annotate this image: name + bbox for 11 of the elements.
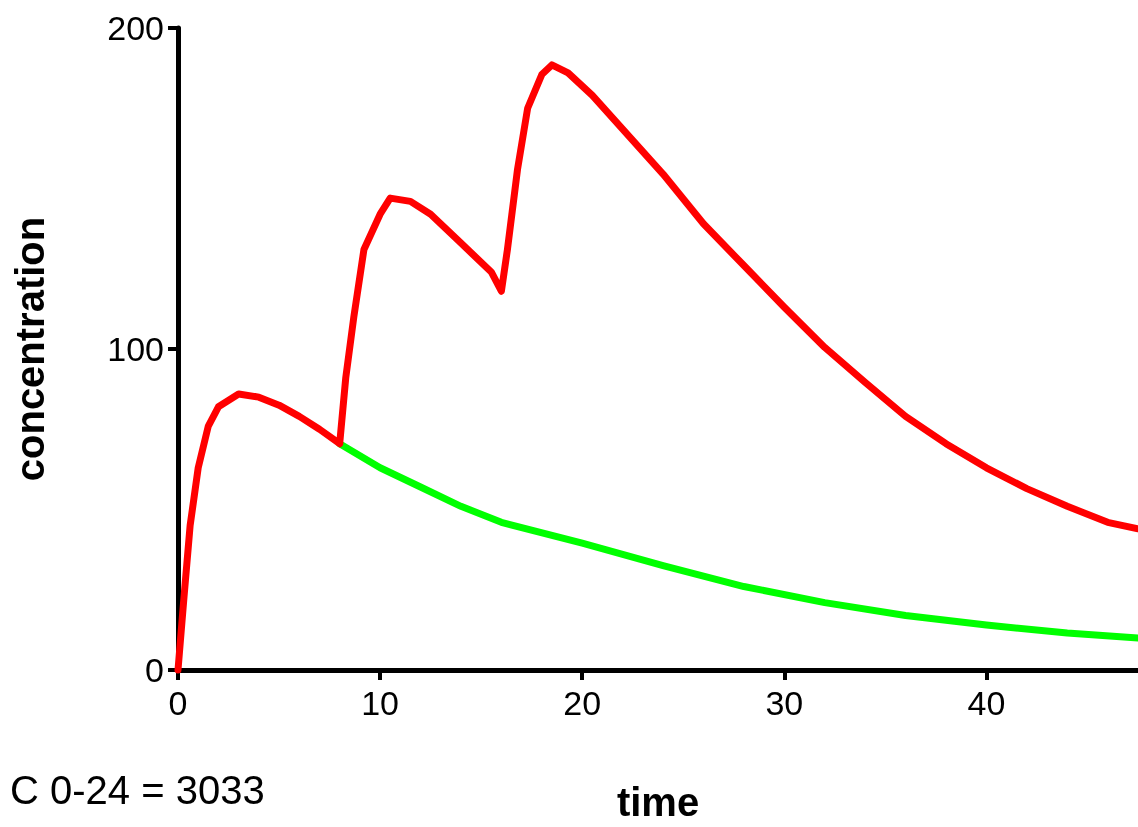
x-tick-label: 30 <box>765 684 804 722</box>
text: C 0-24 = 3033 <box>10 768 265 812</box>
y-tick-label: 200 <box>107 9 164 47</box>
x-tick-label: 0 <box>168 684 188 722</box>
x-axis-title: time <box>616 780 700 824</box>
y-axis-title: concentration <box>8 216 52 482</box>
x-tick-label: 40 <box>967 684 1006 722</box>
y-tick-label: 0 <box>145 651 164 689</box>
x-tick-label: 10 <box>361 684 400 722</box>
y-tick-label: 100 <box>107 330 164 368</box>
x-tick-label: 20 <box>563 684 602 722</box>
